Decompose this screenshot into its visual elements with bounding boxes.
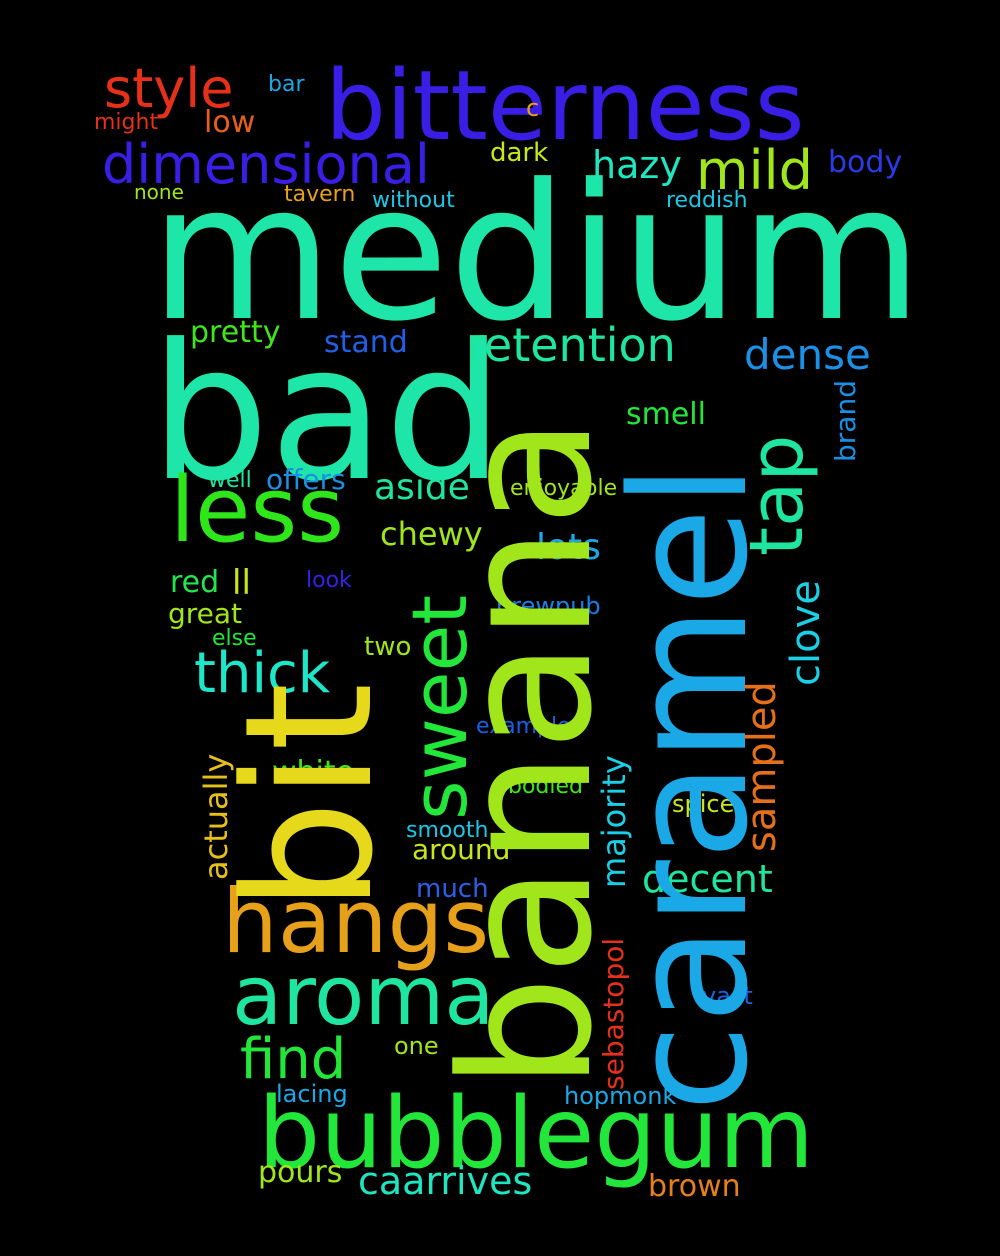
word-bad: bad bbox=[150, 304, 504, 523]
word-caarrives: caarrives bbox=[358, 1159, 533, 1203]
word-pours: pours bbox=[258, 1155, 343, 1190]
word-find: find bbox=[240, 1027, 347, 1092]
word-stand: stand bbox=[324, 325, 408, 360]
word-dense: dense bbox=[744, 330, 871, 379]
word-hangs: hangs bbox=[222, 870, 490, 973]
word-else: else bbox=[212, 626, 257, 651]
word-dark: dark bbox=[490, 138, 549, 168]
word-majority: majority bbox=[595, 755, 633, 888]
word-style: style bbox=[104, 57, 234, 120]
word-ll: ll bbox=[232, 563, 251, 603]
word-example: example bbox=[476, 714, 571, 739]
word-much: much bbox=[416, 874, 489, 904]
word-white: white bbox=[272, 755, 355, 790]
word-retention: retention bbox=[466, 318, 676, 372]
word-hopmonk: hopmonk bbox=[564, 1082, 677, 1110]
word-hazy: hazy bbox=[592, 143, 682, 187]
word-sampled: sampled bbox=[739, 681, 785, 852]
word-around: around bbox=[412, 833, 511, 866]
word-body: body bbox=[828, 145, 903, 180]
word-brown: brown bbox=[648, 1169, 741, 1204]
word-aside: aside bbox=[374, 467, 470, 508]
word-aroma: aroma bbox=[232, 949, 495, 1044]
word-pretty: pretty bbox=[190, 315, 281, 350]
word-low: low bbox=[204, 105, 256, 140]
word-well: well bbox=[208, 468, 252, 493]
word-actually: actually bbox=[197, 753, 235, 880]
word-spice: spice bbox=[672, 790, 735, 818]
word-might: might bbox=[94, 110, 159, 135]
word-red: red bbox=[170, 565, 220, 600]
word-mild: mild bbox=[696, 139, 813, 202]
word-decent: decent bbox=[642, 857, 773, 901]
word-bubblegum: bubblegum bbox=[258, 1077, 815, 1191]
word-smooth: smooth bbox=[406, 818, 489, 843]
word-none: none bbox=[134, 180, 184, 204]
word-enjoyable: enjoyable bbox=[510, 476, 618, 501]
word-vast: vast bbox=[702, 982, 753, 1010]
word-medium: medium bbox=[150, 144, 923, 363]
word-chewy: chewy bbox=[380, 515, 483, 553]
word-thick: thick bbox=[194, 641, 331, 706]
word-one: one bbox=[394, 1032, 439, 1060]
word-bar: bar bbox=[268, 72, 305, 97]
word-lacing: lacing bbox=[276, 1080, 348, 1108]
word-bitterness: bitterness bbox=[325, 50, 805, 162]
word-look: look bbox=[306, 568, 352, 593]
word-lots: lots bbox=[536, 527, 601, 568]
word-offers: offers bbox=[266, 463, 346, 496]
word-clove: clove bbox=[783, 580, 829, 686]
word-dimensional: dimensional bbox=[102, 133, 430, 196]
word-great: great bbox=[168, 597, 243, 630]
word-sebastopol: sebastopol bbox=[597, 937, 630, 1090]
word-reddish: reddish bbox=[666, 188, 748, 213]
word-brewpub: brewpub bbox=[496, 592, 601, 620]
word-two: two bbox=[364, 632, 412, 662]
word-brand: brand bbox=[829, 380, 862, 462]
word-tavern: tavern bbox=[284, 182, 356, 207]
word-sweet: sweet bbox=[395, 594, 484, 820]
word-less: less bbox=[170, 458, 345, 563]
word-bit: bit bbox=[207, 682, 412, 912]
word-smell: smell bbox=[626, 397, 706, 432]
word-bodied: bodied bbox=[508, 774, 584, 799]
word-tap: tap bbox=[734, 434, 820, 556]
word-c: c bbox=[526, 94, 540, 122]
word-without: without bbox=[372, 188, 455, 213]
